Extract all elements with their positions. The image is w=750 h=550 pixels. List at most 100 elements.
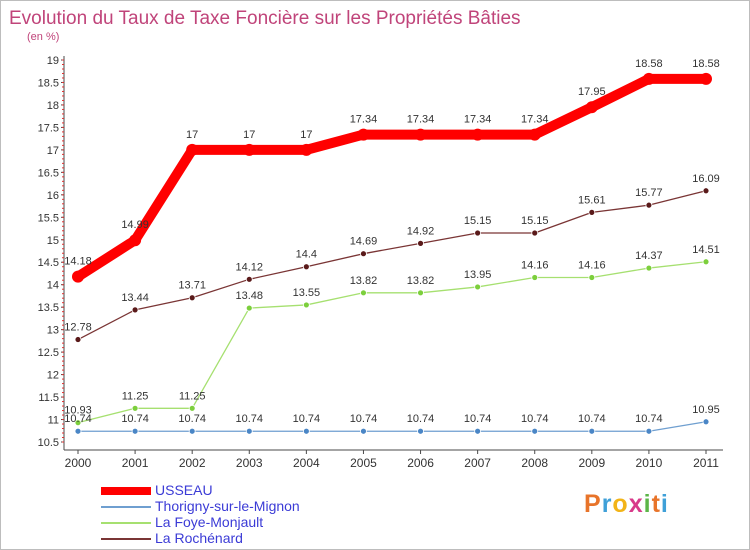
data-point: [474, 229, 482, 237]
y-tick-label: 14: [47, 280, 59, 292]
y-tick-label: 11.5: [38, 392, 59, 404]
data-label: 11.25: [122, 390, 149, 402]
y-tick-label: 10.5: [38, 437, 59, 449]
data-label: 13.82: [407, 275, 435, 287]
data-label: 17.95: [578, 86, 606, 98]
x-tick-label: 2004: [293, 456, 320, 470]
legend-swatch-usseau: [101, 487, 151, 495]
data-point: [585, 101, 598, 114]
data-label: 10.74: [521, 413, 549, 425]
data-point: [131, 404, 139, 412]
data-point: [74, 419, 82, 427]
logo-letter: o: [612, 490, 629, 518]
legend-label-usseau: USSEAU: [155, 482, 213, 498]
data-label: 14.92: [407, 225, 435, 237]
y-tick-label: 17.5: [38, 122, 59, 134]
x-tick-label: 2005: [350, 456, 377, 470]
data-point: [302, 427, 310, 435]
data-label: 18.58: [635, 58, 663, 70]
series-line-0: [73, 73, 711, 282]
x-tick-label: 2003: [236, 456, 263, 470]
data-label: 14.16: [578, 260, 606, 272]
legend-swatch-la-foye-monjault: [101, 522, 151, 524]
data-label: 13.44: [121, 292, 149, 304]
data-label: 10.74: [464, 413, 492, 425]
legend-swatch-la-rochenard: [101, 538, 151, 540]
data-label: 10.74: [350, 413, 378, 425]
data-label: 14.12: [236, 261, 264, 273]
y-tick-label: 15: [47, 235, 59, 247]
series-layer: 12.78 13.44 13.71 14.12 14.4 14.69 14.92 15.15 1…: [64, 58, 720, 435]
data-point: [531, 427, 539, 435]
data-label: 10.74: [293, 413, 321, 425]
data-label: 15.15: [464, 215, 492, 227]
data-label: 14.99: [121, 219, 149, 231]
x-tick-label: 2006: [407, 456, 434, 470]
logo-letter: i: [643, 490, 652, 518]
data-label: 15.77: [635, 187, 663, 199]
y-tick-label: 13: [47, 325, 59, 337]
y-tick-label: 17: [47, 145, 59, 157]
data-point: [414, 128, 427, 141]
legend-swatch-thorigny: [101, 506, 151, 508]
data-label: 13.55: [293, 287, 321, 299]
data-label: 10.74: [236, 413, 264, 425]
x-tick-label: 2002: [179, 456, 206, 470]
x-tick-label: 2008: [521, 456, 548, 470]
y-tick-label: 11: [48, 415, 59, 427]
proxiti-logo: Proxiti: [584, 490, 669, 519]
data-point: [186, 143, 199, 156]
data-point: [588, 427, 596, 435]
series-line-2: [77, 261, 707, 424]
data-point: [72, 270, 84, 283]
data-label: 10.74: [635, 413, 663, 425]
logo-letter: r: [601, 490, 613, 518]
data-label: 17.34: [464, 114, 492, 126]
data-point: [245, 275, 253, 283]
data-label: 17.34: [407, 114, 435, 126]
data-label: 10.74: [407, 413, 435, 425]
data-point: [642, 72, 655, 85]
legend-label-la-rochenard: La Rochénard: [155, 530, 243, 546]
y-tick-label: 16.5: [38, 167, 59, 179]
data-point: [645, 201, 653, 209]
data-label: 13.95: [464, 269, 492, 281]
data-point: [645, 264, 653, 272]
logo-letter: i: [660, 490, 669, 518]
data-point: [131, 306, 139, 314]
data-point: [417, 289, 424, 297]
data-point: [360, 427, 367, 435]
data-label: 13.71: [178, 280, 206, 292]
y-tick-label: 15.5: [38, 212, 59, 224]
data-point: [360, 250, 367, 258]
data-point: [700, 72, 712, 85]
data-label: 17.34: [521, 114, 549, 126]
data-point: [588, 274, 596, 281]
data-point: [188, 404, 196, 412]
data-label: 14.16: [521, 260, 549, 272]
data-point: [702, 187, 710, 195]
x-tick-label: 2009: [578, 456, 605, 470]
data-point: [702, 258, 710, 266]
data-label: 16.09: [692, 173, 720, 185]
data-label: 18.58: [692, 58, 720, 70]
series-line-1: [77, 421, 707, 432]
data-point: [74, 336, 82, 343]
x-tick-label: 2011: [693, 456, 719, 470]
data-label: 14.69: [350, 236, 378, 248]
data-label: 10.74: [578, 413, 606, 425]
data-label: 10.95: [692, 404, 720, 416]
y-tick-label: 18: [47, 100, 59, 112]
data-label: 17: [300, 129, 312, 141]
y-tick-label: 12: [47, 370, 59, 382]
data-label: 17: [243, 129, 255, 141]
x-tick-label: 2010: [636, 456, 663, 470]
data-label: 11.25: [179, 390, 206, 402]
data-point: [131, 427, 139, 435]
data-point: [471, 128, 484, 141]
x-tick-label: 2000: [65, 456, 92, 470]
x-tick-label: 2007: [464, 456, 491, 470]
data-point: [474, 427, 482, 435]
